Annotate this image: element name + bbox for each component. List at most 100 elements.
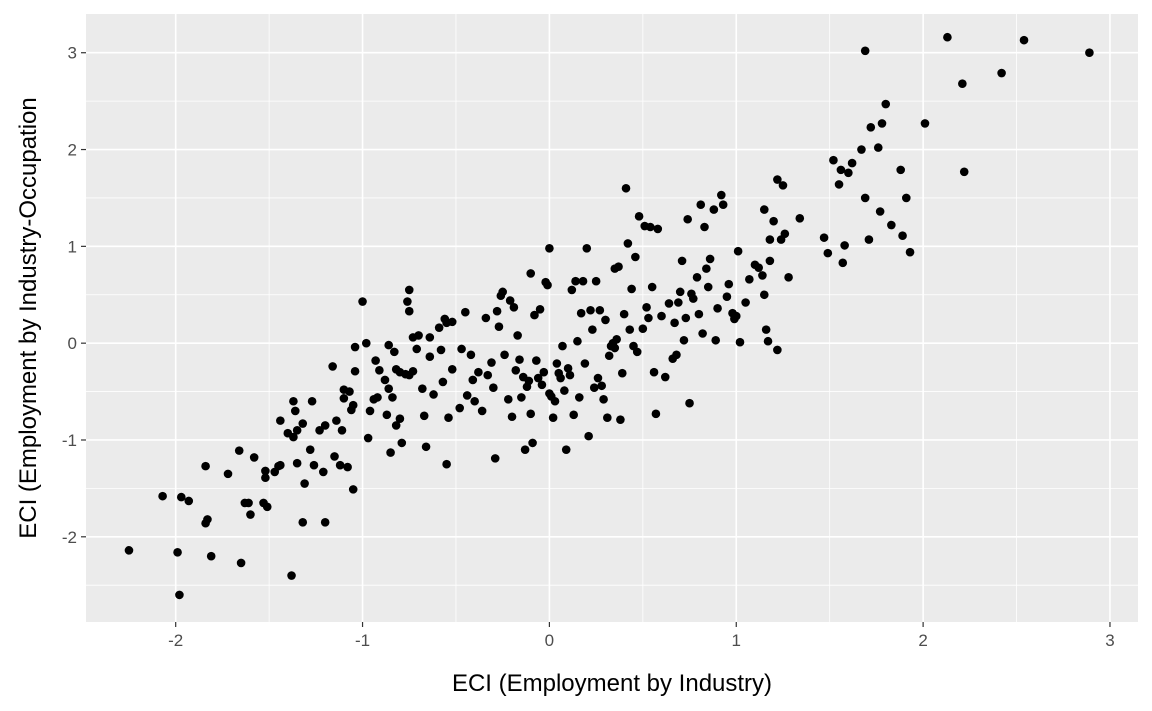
data-point (920, 119, 930, 128)
data-point (330, 452, 339, 461)
data-point (434, 323, 444, 332)
data-point (571, 276, 580, 286)
data-point (436, 345, 446, 355)
data-point (838, 258, 848, 268)
data-point (780, 229, 790, 239)
data-point (390, 347, 399, 357)
data-point (530, 310, 539, 320)
data-point (829, 155, 838, 165)
data-point (425, 333, 435, 342)
data-point (588, 325, 597, 334)
data-point (261, 473, 270, 483)
data-point (290, 406, 300, 416)
data-point (685, 398, 694, 408)
data-point (287, 571, 296, 580)
data-point (866, 122, 876, 132)
data-point (561, 445, 571, 454)
data-point (348, 485, 358, 494)
data-point (558, 341, 567, 351)
data-point (234, 446, 244, 455)
data-point (315, 426, 324, 435)
data-point (556, 373, 565, 383)
data-point (702, 264, 711, 273)
data-point (595, 305, 605, 315)
data-point (223, 469, 233, 479)
data-point (552, 359, 562, 368)
x-tick-label: -1 (355, 631, 370, 650)
data-point (528, 438, 537, 448)
data-point (457, 344, 466, 354)
data-point (515, 355, 524, 364)
data-point (834, 180, 844, 189)
data-point (735, 337, 745, 347)
data-point (298, 517, 308, 527)
x-tick-label: 2 (918, 631, 927, 650)
data-point (444, 413, 453, 423)
data-point (175, 590, 184, 600)
y-tick-label: 0 (68, 334, 77, 353)
data-point (759, 205, 769, 214)
data-point (244, 498, 253, 508)
data-point (586, 305, 595, 315)
data-point (548, 413, 558, 423)
data-point (646, 222, 655, 232)
data-point (373, 393, 382, 402)
data-point (711, 335, 721, 345)
data-point (694, 309, 704, 319)
data-point (959, 167, 969, 177)
data-point (582, 243, 592, 253)
data-point (703, 282, 713, 292)
data-point (492, 306, 502, 316)
data-point (660, 372, 670, 382)
data-point (563, 364, 573, 373)
data-point (328, 362, 337, 371)
data-point (580, 359, 590, 368)
data-points (124, 32, 1094, 600)
data-point (442, 459, 451, 469)
plot-panel (86, 14, 1138, 622)
data-point (206, 551, 216, 561)
data-point (526, 269, 536, 278)
data-point (395, 414, 405, 423)
data-point (898, 231, 907, 241)
data-point (339, 394, 349, 403)
data-point (550, 396, 560, 406)
data-point (298, 419, 308, 428)
data-point (958, 79, 967, 89)
data-point (307, 396, 317, 406)
data-point (404, 285, 414, 295)
data-point (761, 325, 771, 334)
data-point (597, 381, 607, 391)
data-point (864, 235, 874, 244)
data-point (201, 461, 210, 471)
data-point (320, 517, 330, 527)
data-point (418, 384, 427, 393)
data-point (545, 243, 554, 253)
data-point (335, 460, 345, 470)
data-point (419, 411, 429, 421)
data-point (462, 391, 472, 400)
data-point (724, 279, 734, 289)
x-axis-title: ECI (Employment by Industry) (452, 670, 772, 697)
data-point (700, 222, 709, 232)
data-point (560, 386, 569, 395)
data-point (380, 375, 390, 385)
data-point (627, 284, 636, 294)
minor-gridlines (86, 14, 1138, 622)
data-point (412, 344, 422, 354)
data-point (513, 331, 522, 340)
data-point (511, 365, 521, 375)
data-point (575, 393, 584, 402)
data-point (358, 297, 367, 306)
data-point (664, 299, 674, 308)
data-point (873, 143, 883, 152)
data-point (997, 68, 1006, 78)
data-point (651, 409, 661, 419)
data-point (526, 409, 536, 419)
data-point (741, 298, 750, 307)
data-point (657, 311, 666, 321)
data-point (203, 515, 212, 524)
data-point (483, 370, 493, 380)
data-point (616, 415, 625, 424)
data-point (576, 308, 586, 318)
